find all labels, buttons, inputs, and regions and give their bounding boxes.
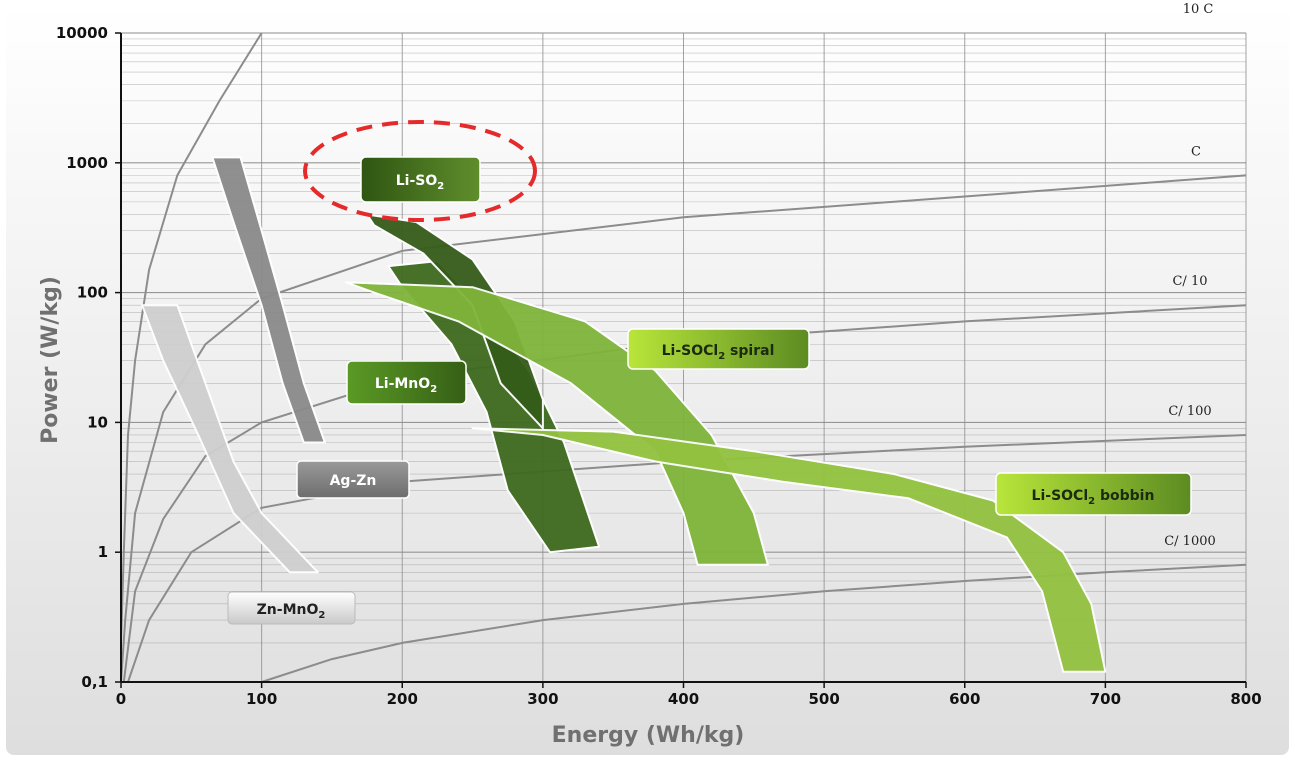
band-ag-zn — [211, 156, 326, 444]
tag-li-socl2-spiral-tail: spiral — [725, 343, 774, 359]
rate-labels: 10 C C C/ 10 C/ 100 C/ 1000 — [1164, 2, 1216, 549]
rate-line — [122, 304, 1247, 683]
tag-li-socl2-bobbin-sub: 2 — [1088, 496, 1095, 507]
y-tick-label: 10 — [87, 413, 108, 431]
x-tick-label: 700 — [1090, 690, 1121, 708]
y-tick-label: 0,1 — [81, 673, 108, 691]
tag-ag-zn-label: Ag-Zn — [330, 473, 377, 489]
rate-line — [120, 32, 263, 643]
x-tick-label: 0 — [116, 690, 126, 708]
x-tick-label: 100 — [246, 690, 277, 708]
y-tick-label: 10000 — [56, 24, 108, 42]
highlight-ellipse — [303, 120, 537, 222]
band-zn-mno- — [141, 304, 319, 574]
tag-li-mno2: Li-MnO2 — [346, 360, 467, 405]
tag-li-socl2-bobbin: Li-SOCl2 bobbin — [995, 472, 1192, 516]
band-li-socl-spiral — [345, 281, 769, 566]
tick-labels: 0 100 200 300 400 500 600 700 800 0,1 1 10 100 1000 10… — [56, 24, 1262, 708]
rate-label: C — [1191, 144, 1201, 159]
band-li-so- — [366, 213, 544, 430]
svg-text:Li-SO2: Li-SO2 — [396, 173, 445, 192]
tag-li-socl2-spiral: Li-SOCl2 spiral — [627, 328, 810, 370]
y-tick-label: 100 — [77, 284, 108, 302]
tag-li-socl2-bobbin-tail: bobbin — [1095, 488, 1154, 504]
tag-zn-mno2-label: Zn-MnO — [257, 602, 319, 618]
tag-li-socl2-spiral-label: Li-SOCl — [662, 343, 719, 359]
svg-text:Zn-MnO2: Zn-MnO2 — [257, 602, 326, 621]
x-tick-label: 300 — [527, 690, 558, 708]
tag-li-so2: Li-SO2 — [360, 156, 481, 203]
rate-line — [120, 174, 1247, 683]
tag-zn-mno2: Zn-MnO2 — [227, 591, 356, 625]
svg-text:Li-SOCl2 bobbin: Li-SOCl2 bobbin — [1032, 488, 1155, 507]
svg-text:Li-SOCl2 spiral: Li-SOCl2 spiral — [662, 343, 775, 362]
rate-label: C/ 10 — [1172, 274, 1207, 289]
chemistry-bands — [141, 156, 1107, 673]
y-axis-title: Power (W/kg) — [38, 276, 63, 444]
tag-li-mno2-label: Li-MnO — [375, 376, 430, 392]
x-tick-label: 600 — [949, 690, 980, 708]
y-tick-label: 1000 — [66, 154, 108, 172]
tag-li-socl2-bobbin-label: Li-SOCl — [1032, 488, 1089, 504]
y-tick-label: 1 — [98, 543, 108, 561]
band-li-socl-bobbin — [471, 427, 1107, 673]
x-tick-label: 800 — [1230, 690, 1261, 708]
rate-label: C/ 100 — [1168, 404, 1211, 419]
rate-label: C/ 1000 — [1164, 534, 1216, 549]
tag-zn-mno2-sub: 2 — [318, 610, 325, 621]
tag-li-socl2-spiral-sub: 2 — [718, 351, 725, 362]
tag-li-mno2-sub: 2 — [430, 384, 437, 395]
tag-li-so2-sub: 2 — [437, 181, 444, 192]
tag-li-so2-label: Li-SO — [396, 173, 438, 189]
svg-text:Li-MnO2: Li-MnO2 — [375, 376, 437, 395]
x-tick-label: 400 — [668, 690, 699, 708]
x-axis-title: Energy (Wh/kg) — [552, 723, 745, 748]
axes — [115, 32, 1247, 688]
tag-ag-zn: Ag-Zn — [296, 460, 410, 499]
rate-label: 10 C — [1183, 2, 1214, 17]
x-tick-label: 200 — [387, 690, 418, 708]
x-tick-label: 500 — [808, 690, 839, 708]
